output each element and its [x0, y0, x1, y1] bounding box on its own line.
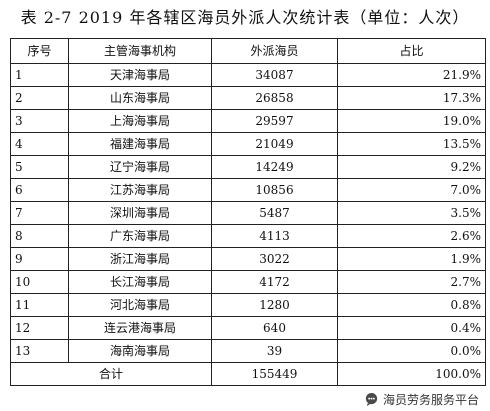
- cell-org: 浙江海事局: [68, 247, 212, 271]
- table-row: 9 浙江海事局 3022 1.9%: [10, 247, 486, 271]
- cell-share: 0.8%: [337, 293, 486, 317]
- chat-bubble-icon: [365, 392, 378, 407]
- cell-seq: 7: [10, 201, 69, 225]
- cell-count: 3022: [211, 247, 338, 271]
- table-row: 2 山东海事局 26858 17.3%: [10, 86, 486, 110]
- cell-org: 福建海事局: [68, 132, 212, 156]
- cell-share: 3.5%: [337, 201, 486, 225]
- cell-org: 辽宁海事局: [68, 155, 212, 179]
- table-row: 3 上海海事局 29597 19.0%: [10, 109, 486, 133]
- table-row: 10 长江海事局 4172 2.7%: [10, 270, 486, 294]
- total-share: 100.0%: [337, 362, 486, 386]
- cell-count: 26858: [211, 86, 338, 110]
- header-seq: 序号: [10, 38, 69, 64]
- table-row: 12 连云港海事局 640 0.4%: [10, 316, 486, 340]
- table-row: 11 河北海事局 1280 0.8%: [10, 293, 486, 317]
- seafarer-stats-table: 序号 主管海事机构 外派海员 占比 1 天津海事局 34087 21.9% 2 山东海事…: [10, 38, 486, 386]
- cell-share: 0.0%: [337, 339, 486, 363]
- total-label: 合计: [10, 362, 212, 386]
- cell-seq: 13: [10, 339, 69, 363]
- cell-org: 江苏海事局: [68, 178, 212, 202]
- table-row: 13 海南海事局 39 0.0%: [10, 339, 486, 363]
- cell-count: 1280: [211, 293, 338, 317]
- table-row: 8 广东海事局 4113 2.6%: [10, 224, 486, 248]
- cell-org: 天津海事局: [68, 63, 212, 87]
- watermark-text: 海员劳务服务平台: [382, 393, 479, 407]
- cell-org: 河北海事局: [68, 293, 212, 317]
- table-title: 表 2-7 2019 年各辖区海员外派人次统计表（单位：人次）: [20, 8, 470, 27]
- cell-share: 9.2%: [337, 155, 486, 179]
- cell-seq: 10: [10, 270, 69, 294]
- cell-count: 640: [211, 316, 338, 340]
- header-row: 序号 主管海事机构 外派海员 占比: [10, 38, 486, 64]
- total-count: 155449: [211, 362, 338, 386]
- cell-org: 海南海事局: [68, 339, 212, 363]
- cell-share: 19.0%: [337, 109, 486, 133]
- cell-seq: 9: [10, 247, 69, 271]
- header-count: 外派海员: [211, 38, 338, 64]
- header-org: 主管海事机构: [68, 38, 212, 64]
- header-share: 占比: [337, 38, 486, 64]
- cell-count: 21049: [211, 132, 338, 156]
- table-row: 7 深圳海事局 5487 3.5%: [10, 201, 486, 225]
- cell-org: 长江海事局: [68, 270, 212, 294]
- cell-org: 上海海事局: [68, 109, 212, 133]
- table-row: 4 福建海事局 21049 13.5%: [10, 132, 486, 156]
- cell-count: 5487: [211, 201, 338, 225]
- cell-seq: 3: [10, 109, 69, 133]
- cell-count: 39: [211, 339, 338, 363]
- cell-seq: 6: [10, 178, 69, 202]
- cell-seq: 11: [10, 293, 69, 317]
- cell-share: 2.6%: [337, 224, 486, 248]
- cell-count: 4172: [211, 270, 338, 294]
- cell-count: 10856: [211, 178, 338, 202]
- cell-seq: 4: [10, 132, 69, 156]
- cell-count: 4113: [211, 224, 338, 248]
- cell-share: 0.4%: [337, 316, 486, 340]
- cell-org: 山东海事局: [68, 86, 212, 110]
- table-row: 6 江苏海事局 10856 7.0%: [10, 178, 486, 202]
- cell-count: 14249: [211, 155, 338, 179]
- cell-share: 13.5%: [337, 132, 486, 156]
- cell-org: 广东海事局: [68, 224, 212, 248]
- cell-share: 21.9%: [337, 63, 486, 87]
- cell-count: 34087: [211, 63, 338, 87]
- watermark: 海员劳务服务平台: [360, 390, 482, 409]
- cell-seq: 2: [10, 86, 69, 110]
- cell-seq: 1: [10, 63, 69, 87]
- cell-count: 29597: [211, 109, 338, 133]
- cell-org: 深圳海事局: [68, 201, 212, 225]
- cell-share: 7.0%: [337, 178, 486, 202]
- cell-share: 17.3%: [337, 86, 486, 110]
- total-row: 合计 155449 100.0%: [10, 362, 486, 386]
- cell-seq: 12: [10, 316, 69, 340]
- cell-share: 1.9%: [337, 247, 486, 271]
- table-row: 5 辽宁海事局 14249 9.2%: [10, 155, 486, 179]
- table-row: 1 天津海事局 34087 21.9%: [10, 63, 486, 87]
- cell-seq: 8: [10, 224, 69, 248]
- cell-seq: 5: [10, 155, 69, 179]
- cell-org: 连云港海事局: [68, 316, 212, 340]
- cell-share: 2.7%: [337, 270, 486, 294]
